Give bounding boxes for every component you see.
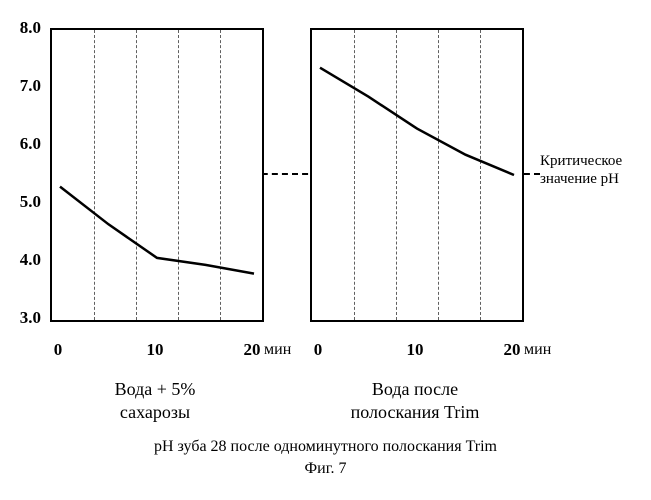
- panel-caption: Вода + 5% сахарозы: [45, 378, 265, 423]
- x-tick-label: 0: [314, 340, 323, 360]
- series-line: [312, 30, 522, 320]
- x-axis-unit: мин: [264, 341, 291, 359]
- panel-caption: Вода после полоскания Trim: [305, 378, 525, 423]
- x-tick-label: 10: [147, 340, 164, 360]
- figure-page: 3.0 4.0 5.0 6.0 7.0 8.0 Критическое значение …: [0, 0, 651, 500]
- figure-title: pH зуба 28 после одноминутного полоскани…: [0, 438, 651, 456]
- x-tick-label: 10: [407, 340, 424, 360]
- y-tick-label: 7.0: [20, 76, 41, 96]
- critical-ph-label: Критическое значение pH: [540, 152, 622, 188]
- x-axis-unit: мин: [524, 341, 551, 359]
- figure-number: Фиг. 7: [0, 460, 651, 478]
- x-tick-label: 0: [54, 340, 63, 360]
- chart-panel-right: [310, 28, 524, 322]
- chart-panel-left: [50, 28, 264, 322]
- y-tick-label: 6.0: [20, 134, 41, 154]
- y-axis: 3.04.05.06.07.08.0: [5, 28, 41, 318]
- series-line: [52, 30, 262, 320]
- y-tick-label: 5.0: [20, 192, 41, 212]
- x-tick-label: 20: [504, 340, 521, 360]
- y-tick-label: 4.0: [20, 250, 41, 270]
- x-tick-label: 20: [244, 340, 261, 360]
- y-tick-label: 3.0: [20, 308, 41, 328]
- y-tick-label: 8.0: [20, 18, 41, 38]
